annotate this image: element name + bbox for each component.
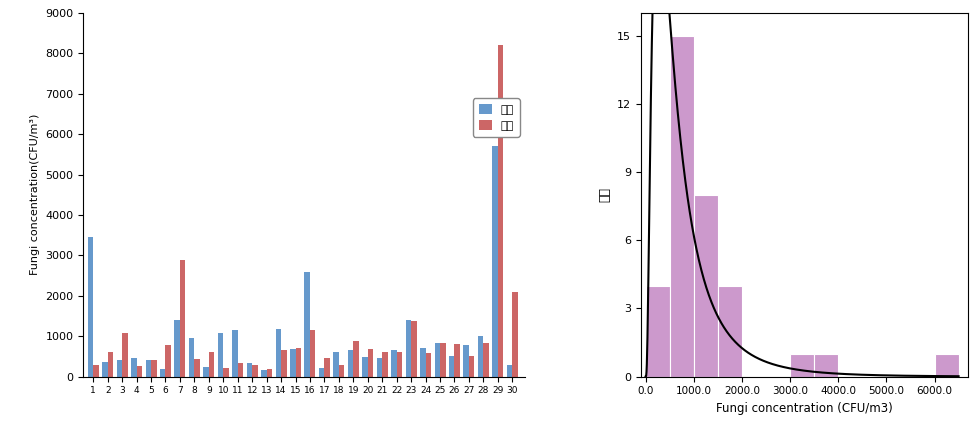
Bar — [146, 360, 150, 377]
Bar — [478, 336, 483, 377]
Legend: 실내, 실외: 실내, 실외 — [473, 98, 519, 137]
Bar — [324, 359, 329, 377]
Bar — [150, 360, 156, 377]
Bar — [160, 369, 165, 377]
Bar — [295, 348, 301, 377]
Bar — [290, 349, 295, 377]
Bar — [218, 333, 223, 377]
Bar — [512, 292, 517, 377]
Bar — [376, 359, 382, 377]
Bar — [338, 366, 344, 377]
Bar — [232, 330, 237, 377]
Bar — [189, 338, 194, 377]
Bar — [420, 348, 425, 377]
Bar — [717, 286, 742, 377]
Bar — [237, 363, 243, 377]
Bar — [267, 369, 272, 377]
Bar — [391, 351, 397, 377]
Bar — [468, 357, 474, 377]
Bar — [107, 351, 113, 377]
Bar — [425, 353, 431, 377]
Bar — [319, 368, 324, 377]
Bar — [789, 354, 813, 377]
Bar — [348, 351, 353, 377]
Bar — [203, 367, 209, 377]
Bar — [276, 329, 280, 377]
Bar — [137, 366, 142, 377]
Bar — [367, 349, 373, 377]
Bar — [483, 344, 488, 377]
Bar — [194, 359, 199, 377]
Bar — [174, 320, 180, 377]
Bar — [693, 195, 717, 377]
Bar — [454, 344, 459, 377]
Bar — [353, 342, 359, 377]
Bar — [261, 370, 267, 377]
Bar — [434, 344, 440, 377]
Bar — [440, 344, 446, 377]
Bar — [310, 330, 316, 377]
Bar — [397, 352, 402, 377]
Bar — [180, 260, 186, 377]
Bar — [122, 333, 128, 377]
Bar — [448, 357, 454, 377]
Bar — [116, 360, 122, 377]
Bar — [669, 36, 693, 377]
Bar — [304, 271, 310, 377]
Bar — [382, 352, 387, 377]
Bar — [333, 351, 338, 377]
Bar — [131, 358, 137, 377]
Bar — [463, 345, 468, 377]
Bar — [361, 357, 367, 377]
Bar — [491, 146, 497, 377]
Bar — [506, 365, 512, 377]
Bar — [813, 354, 837, 377]
Bar — [252, 365, 257, 377]
Bar — [103, 363, 107, 377]
Bar — [410, 321, 416, 377]
Bar — [223, 368, 229, 377]
Y-axis label: 빈도: 빈도 — [598, 187, 611, 202]
X-axis label: Fungi concentration (CFU/m3): Fungi concentration (CFU/m3) — [715, 402, 892, 415]
Bar — [246, 363, 252, 377]
Bar — [497, 45, 503, 377]
Bar — [645, 286, 669, 377]
Bar — [209, 351, 214, 377]
Bar — [93, 366, 99, 377]
Bar — [934, 354, 957, 377]
Y-axis label: Fungi concentration(CFU/m³): Fungi concentration(CFU/m³) — [29, 114, 40, 276]
Bar — [405, 320, 410, 377]
Bar — [165, 345, 171, 377]
Bar — [88, 237, 93, 377]
Bar — [280, 351, 286, 377]
